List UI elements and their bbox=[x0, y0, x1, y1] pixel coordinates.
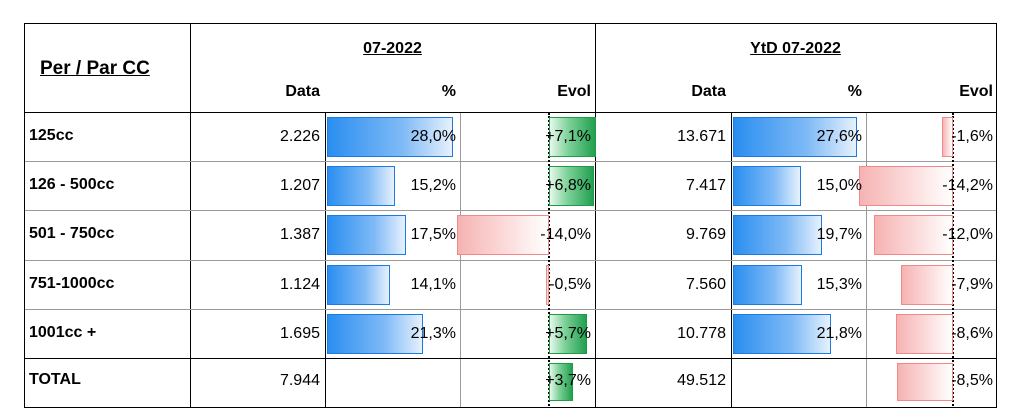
total-evol-value: -8,5% bbox=[951, 372, 993, 389]
sales-table: Per / Par CC 07-2022 YtD 07-2022 Data % … bbox=[24, 23, 997, 408]
col-divider bbox=[190, 24, 191, 407]
total-data-value: 49.512 bbox=[677, 372, 726, 389]
pct-bar bbox=[733, 314, 832, 354]
col-header-pct: % bbox=[847, 83, 862, 100]
col-header-data: Data bbox=[285, 83, 320, 100]
data-value: 2.226 bbox=[279, 128, 320, 145]
evol-value: -14,0% bbox=[540, 226, 591, 243]
data-value: 1.387 bbox=[279, 226, 320, 243]
pct-value: 15,3% bbox=[816, 276, 862, 293]
pct-bar bbox=[327, 314, 423, 354]
data-value: 1.695 bbox=[279, 325, 320, 342]
pct-bar bbox=[733, 215, 822, 255]
row-label: 1001cc + bbox=[29, 324, 97, 341]
col-header-pct: % bbox=[441, 83, 456, 100]
col-header-evol: Evol bbox=[959, 83, 993, 100]
evol-bar bbox=[456, 215, 549, 255]
row-label: 125cc bbox=[29, 127, 74, 144]
row-divider bbox=[25, 309, 996, 310]
row-divider bbox=[25, 260, 996, 261]
pct-value: 21,3% bbox=[410, 325, 456, 342]
total-evol-value: +3,7% bbox=[545, 372, 591, 389]
evol-value: -8,6% bbox=[951, 325, 993, 342]
pct-bar bbox=[733, 265, 802, 305]
evol-value: -12,0% bbox=[942, 226, 993, 243]
evol-value: -1,6% bbox=[951, 128, 993, 145]
evol-value: +5,7% bbox=[545, 325, 591, 342]
evol-bar bbox=[549, 314, 587, 354]
pct-value: 28,0% bbox=[410, 128, 456, 145]
evol-value: -7,9% bbox=[951, 276, 993, 293]
col-divider bbox=[325, 112, 326, 407]
pct-value: 19,7% bbox=[816, 226, 862, 243]
pct-bar bbox=[327, 215, 406, 255]
row-divider bbox=[25, 210, 996, 211]
evol-bar bbox=[549, 166, 594, 206]
pct-value: 14,1% bbox=[410, 276, 456, 293]
total-data-value: 7.944 bbox=[279, 372, 320, 389]
evol-bar bbox=[942, 117, 953, 157]
evol-bar bbox=[896, 314, 953, 354]
col-divider bbox=[731, 112, 732, 407]
evol-value: -0,5% bbox=[549, 276, 591, 293]
col-divider bbox=[460, 112, 461, 407]
total-label: TOTAL bbox=[29, 371, 81, 388]
pct-bar bbox=[733, 166, 801, 206]
row-label: 126 - 500cc bbox=[29, 176, 115, 193]
pct-value: 21,8% bbox=[816, 325, 862, 342]
pct-value: 15,2% bbox=[410, 177, 456, 194]
pct-bar bbox=[327, 265, 391, 305]
row-header-title: Per / Par CC bbox=[40, 58, 150, 79]
total-divider bbox=[25, 358, 996, 359]
evol-bar bbox=[873, 215, 953, 255]
data-value: 1.124 bbox=[279, 276, 320, 293]
evol-axis-month bbox=[548, 113, 550, 406]
evol-bar bbox=[859, 166, 953, 206]
col-header-evol: Evol bbox=[557, 83, 591, 100]
data-value: 1.207 bbox=[279, 177, 320, 194]
pct-value: 15,0% bbox=[816, 177, 862, 194]
evol-bar bbox=[896, 363, 953, 401]
evol-bar bbox=[545, 265, 549, 305]
row-label: 501 - 750cc bbox=[29, 225, 115, 242]
col-divider bbox=[595, 24, 596, 407]
pct-bar bbox=[327, 166, 396, 206]
evol-value: -14,2% bbox=[942, 177, 993, 194]
pct-value: 27,6% bbox=[816, 128, 862, 145]
data-value: 7.560 bbox=[685, 276, 726, 293]
row-label: 751-1000cc bbox=[29, 275, 115, 292]
row-divider bbox=[25, 161, 996, 162]
data-value: 13.671 bbox=[677, 128, 726, 145]
evol-bar bbox=[549, 117, 596, 157]
evol-value: +6,8% bbox=[545, 177, 591, 194]
header-divider bbox=[25, 112, 996, 113]
data-value: 9.769 bbox=[685, 226, 726, 243]
evol-axis-ytd bbox=[952, 113, 954, 406]
evol-value: +7,1% bbox=[545, 128, 591, 145]
evol-bar bbox=[900, 265, 953, 305]
period-ytd-title: YtD 07-2022 bbox=[750, 40, 841, 57]
data-value: 10.778 bbox=[677, 325, 726, 342]
pct-bar bbox=[733, 117, 858, 157]
pct-bar bbox=[327, 117, 453, 157]
col-header-data: Data bbox=[691, 83, 726, 100]
col-divider bbox=[866, 112, 867, 407]
evol-bar bbox=[549, 363, 574, 401]
data-value: 7.417 bbox=[685, 177, 726, 194]
pct-value: 17,5% bbox=[410, 226, 456, 243]
period-month-title: 07-2022 bbox=[363, 40, 422, 57]
